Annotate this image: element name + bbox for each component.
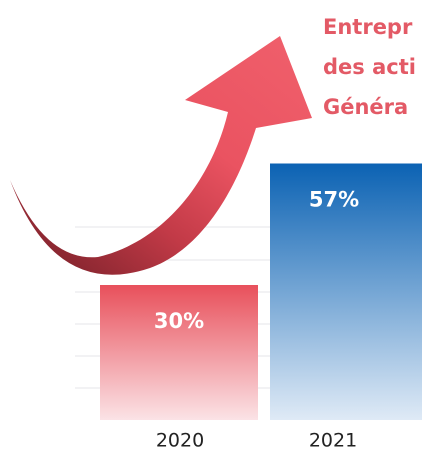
title-line: des acti [323,55,416,79]
title-line: Généra [323,95,408,119]
bar [270,163,422,420]
x-tick-label: 2021 [309,430,357,451]
title-line: Entrepr [323,15,413,39]
value-label: 57% [309,188,359,212]
value-label: 30% [154,309,204,333]
growth-arrow [10,36,312,275]
x-tick-label: 2020 [156,430,204,451]
bar [100,285,258,420]
